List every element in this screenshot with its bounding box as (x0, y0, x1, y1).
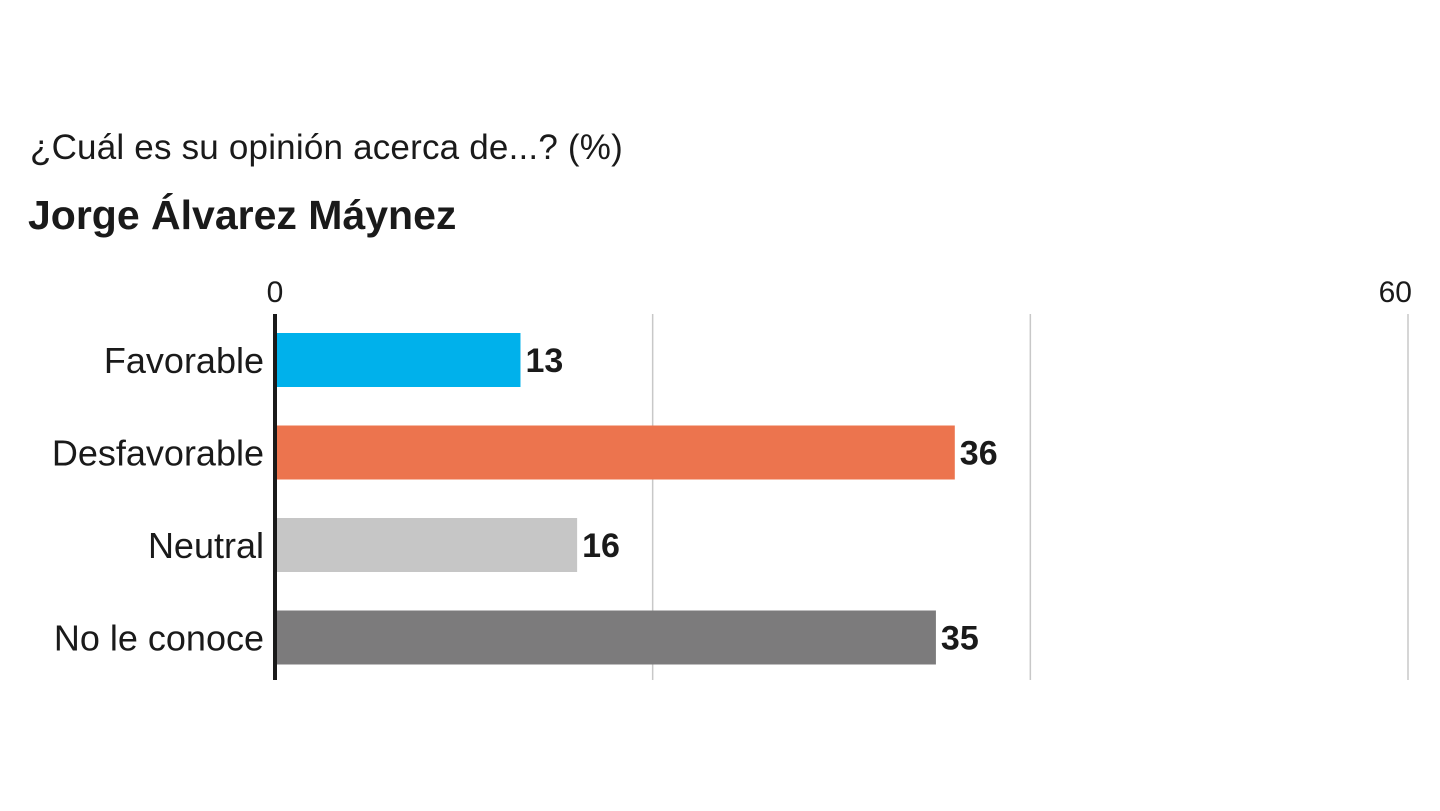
axis-ticks: 0 60 (267, 276, 1412, 309)
value-label: 16 (582, 527, 620, 565)
bar-neutral (275, 518, 578, 572)
category-label: Neutral (148, 525, 264, 566)
bar-no-le-conoce (275, 610, 936, 665)
category-label: No le conoce (54, 618, 264, 659)
value-label: 13 (525, 342, 563, 380)
chart-subtitle: ¿Cuál es su opinión acerca de...? (%) (30, 128, 623, 167)
value-labels: 13 36 16 35 (525, 342, 997, 658)
bars (275, 333, 955, 665)
value-label: 35 (941, 620, 979, 658)
bar-desfavorable (275, 425, 955, 480)
category-label: Favorable (104, 340, 264, 381)
x-tick-label: 60 (1379, 276, 1412, 309)
bar-favorable (275, 333, 521, 387)
chart-title: Jorge Álvarez Máynez (28, 192, 457, 238)
category-labels: Favorable Desfavorable Neutral No le conoce (52, 340, 264, 659)
category-label: Desfavorable (52, 433, 264, 474)
x-tick-label: 0 (267, 276, 284, 309)
value-label: 36 (960, 435, 998, 473)
